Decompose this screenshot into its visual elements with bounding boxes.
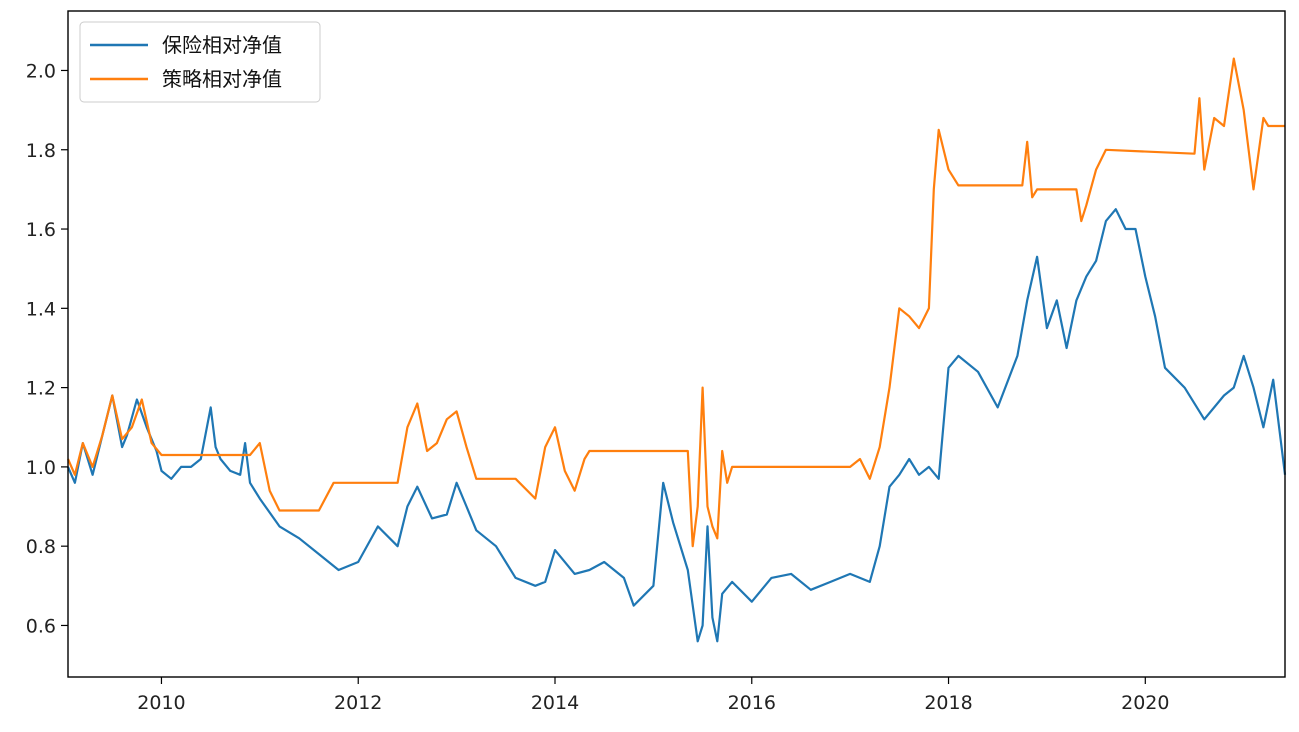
legend: 保险相对净值 策略相对净值 xyxy=(79,21,321,103)
x-tick-label: 2016 xyxy=(728,692,776,714)
legend-box xyxy=(79,21,321,103)
y-tick-label: 1.8 xyxy=(26,140,56,162)
series-layer xyxy=(66,57,1287,643)
x-axis: 2010 2012 2014 2016 2018 2020 xyxy=(137,677,1169,714)
x-tick-label: 2014 xyxy=(531,692,579,714)
series-line-insurance xyxy=(66,208,1287,643)
legend-label-insurance: 保险相对净值 xyxy=(162,33,282,57)
series-line-strategy xyxy=(66,57,1285,548)
legend-label-strategy: 策略相对净值 xyxy=(162,67,282,91)
y-tick-label: 1.0 xyxy=(26,457,56,479)
x-tick-label: 2018 xyxy=(924,692,972,714)
plot-background xyxy=(68,11,1285,677)
plot-frame xyxy=(67,10,1286,678)
x-tick-label: 2010 xyxy=(137,692,185,714)
y-tick-label: 1.2 xyxy=(26,378,56,400)
y-tick-label: 2.0 xyxy=(26,60,56,82)
y-tick-label: 0.6 xyxy=(26,615,56,637)
x-tick-label: 2012 xyxy=(334,692,382,714)
y-tick-label: 1.4 xyxy=(26,298,56,320)
x-tick-label: 2020 xyxy=(1121,692,1169,714)
y-tick-label: 0.8 xyxy=(26,536,56,558)
y-axis: 0.6 0.8 1.0 1.2 1.4 1.6 1.8 2.0 xyxy=(26,60,68,637)
y-tick-label: 1.6 xyxy=(26,219,56,241)
